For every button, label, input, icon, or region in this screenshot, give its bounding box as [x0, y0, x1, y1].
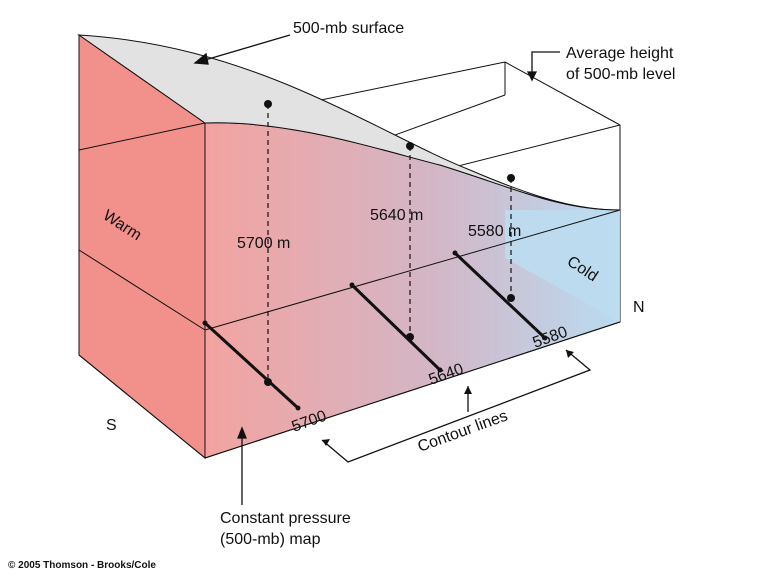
height-label-5700: 5700 m: [237, 235, 290, 252]
contour-bracket-arrows: [322, 350, 574, 446]
north-label: N: [633, 299, 645, 316]
point-5640: [406, 142, 414, 150]
avg-height-label-2: of 500-mb level: [566, 66, 675, 83]
avg-height-label-1: Average height: [566, 45, 674, 62]
height-label-5640: 5640 m: [370, 207, 423, 224]
map-label-1: Constant pressure: [220, 510, 351, 527]
south-label: S: [106, 417, 117, 434]
copyright-text: © 2005 Thomson - Brooks/Cole: [8, 560, 156, 571]
contour-line-ends: [202, 250, 548, 411]
map-point-5580: [507, 294, 515, 302]
contour-lines-label: Contour lines: [416, 408, 510, 456]
right-face: [505, 210, 620, 322]
surface-500mb: [77, 34, 621, 211]
point-5580: [507, 174, 515, 182]
annotation-arrows: [193, 34, 560, 505]
contour-lines: [203, 251, 547, 410]
box-lines: [78, 122, 621, 459]
map-label-2: (500-mb) map: [220, 531, 321, 548]
front-face: [204, 122, 621, 459]
surface-label: 500-mb surface: [293, 20, 404, 37]
height-label-5580: 5580 m: [468, 223, 521, 240]
point-5700: [264, 100, 272, 108]
